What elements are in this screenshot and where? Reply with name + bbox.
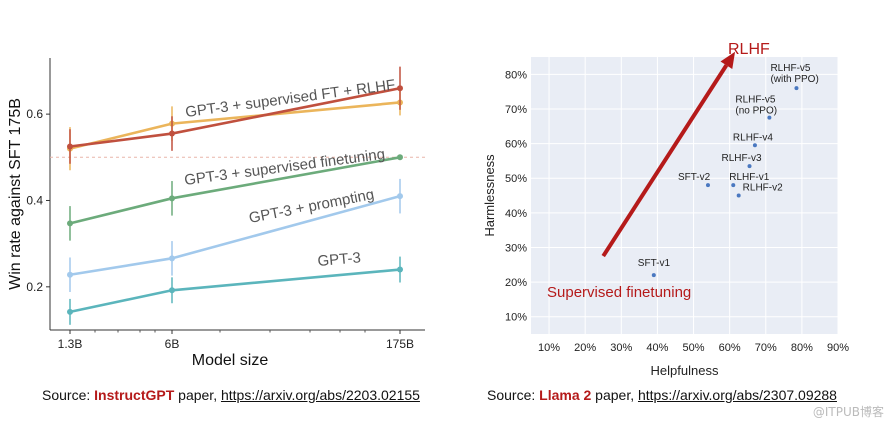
- left-y-tick-label: 0.4: [26, 193, 43, 207]
- left-series-point: [397, 266, 403, 273]
- right-y-axis-label: Harmlessness: [482, 154, 497, 237]
- right-scatter-point: [752, 143, 757, 148]
- right-y-tick-label: 40%: [505, 208, 527, 220]
- watermark: @ITPUB博客: [812, 405, 884, 419]
- left-series-point: [67, 143, 73, 150]
- left-series-point: [169, 195, 175, 202]
- right-x-tick-label: 40%: [646, 342, 668, 354]
- left-caption: Source: InstructGPT paper, https://arxiv…: [42, 387, 420, 403]
- right-x-tick-label: 30%: [610, 342, 632, 354]
- right-scatter-point: [747, 164, 752, 169]
- right-point-label: RLHF-v4: [733, 132, 773, 143]
- right-point-label: RLHF-v2: [743, 183, 783, 194]
- left-caption-middle: paper,: [174, 387, 221, 403]
- right-point-label: SFT-v1: [638, 258, 671, 269]
- left-x-tick-label: 175B: [386, 337, 414, 351]
- left-series-point: [67, 220, 73, 227]
- left-x-axis-label: Model size: [192, 352, 269, 369]
- right-point-label: RLHF-v1: [729, 172, 769, 183]
- left-x-tick-label: 1.3B: [58, 337, 83, 351]
- right-caption-link[interactable]: https://arxiv.org/abs/2307.09288: [637, 387, 837, 403]
- right-x-axis-label: Helpfulness: [651, 363, 719, 378]
- left-caption-prefix: Source:: [42, 387, 95, 403]
- right-point-label: RLHF-v5 (with PPO): [770, 63, 818, 85]
- right-arrow-shaft: [601, 64, 729, 258]
- right-y-tick-label: 70%: [505, 104, 527, 116]
- left-series-point: [397, 154, 403, 161]
- right-x-tick-label: 80%: [791, 342, 813, 354]
- left-series-line: [69, 268, 401, 314]
- left-series-point: [67, 271, 73, 278]
- right-caption: Source: Llama 2 paper, https://arxiv.org…: [487, 387, 837, 403]
- right-scatter-point: [736, 193, 741, 198]
- right-point-label: RLHF-v3: [722, 153, 762, 164]
- left-y-axis-label: Win rate against SFT 175B: [7, 98, 24, 290]
- left-series-point: [169, 130, 175, 137]
- right-caption-prefix: Source:: [487, 387, 540, 403]
- right-plot-background: [531, 57, 838, 334]
- right-x-tick-label: 20%: [574, 342, 596, 354]
- right-scatter-point: [794, 86, 799, 91]
- left-series-point: [397, 85, 403, 92]
- left-series-label: GPT-3: [317, 249, 362, 270]
- right-annotation-sft: Supervised finetuning: [547, 284, 691, 301]
- right-chart: 10% 20% 30% 40% 50% 60% 70% 80% 90% 10% 20% 30% 40% 5…: [482, 41, 849, 378]
- right-x-tick-label: 60%: [719, 342, 741, 354]
- right-caption-bold: Llama 2: [539, 387, 592, 403]
- right-y-tick-label: 20%: [505, 277, 527, 289]
- right-arrow-head: [720, 51, 736, 70]
- right-annotation-rlhf: RLHF: [728, 41, 770, 58]
- right-caption-middle: paper,: [591, 387, 638, 403]
- right-point-label: RLHF-v5 (no PPO): [735, 95, 777, 117]
- left-series-label: GPT-3 + supervised FT + RLHF: [184, 77, 396, 121]
- left-series-point: [169, 255, 175, 262]
- right-y-tick-label: 50%: [505, 173, 527, 185]
- left-series-point: [67, 308, 73, 315]
- right-y-tick-label: 10%: [505, 312, 527, 324]
- left-y-tick-label: 0.2: [26, 280, 43, 294]
- right-x-tick-label: 70%: [755, 342, 777, 354]
- left-y-tick-label: 0.6: [26, 107, 43, 121]
- right-y-tick-label: 60%: [505, 139, 527, 151]
- right-scatter-point: [767, 115, 772, 120]
- right-x-tick-label: 50%: [683, 342, 705, 354]
- right-x-tick-label: 90%: [827, 342, 849, 354]
- left-chart: 0.2 0.4 0.6 1.3B 6B 175B Model size Win rate ag…: [7, 58, 425, 369]
- right-y-tick-label: 80%: [505, 69, 527, 81]
- right-scatter-point: [731, 183, 736, 188]
- left-caption-bold: InstructGPT: [94, 387, 175, 403]
- right-scatter-point: [705, 183, 710, 188]
- right-y-tick-label: 30%: [505, 242, 527, 254]
- left-x-tick-label: 6B: [165, 337, 180, 351]
- right-scatter-point: [651, 273, 656, 278]
- left-caption-link[interactable]: https://arxiv.org/abs/2203.02155: [220, 387, 420, 403]
- left-series-point: [169, 287, 175, 294]
- left-series-label: GPT-3 + supervised finetuning: [183, 146, 386, 189]
- right-x-tick-label: 10%: [538, 342, 560, 354]
- right-point-label: SFT-v2: [678, 172, 711, 183]
- left-series-point: [397, 193, 403, 200]
